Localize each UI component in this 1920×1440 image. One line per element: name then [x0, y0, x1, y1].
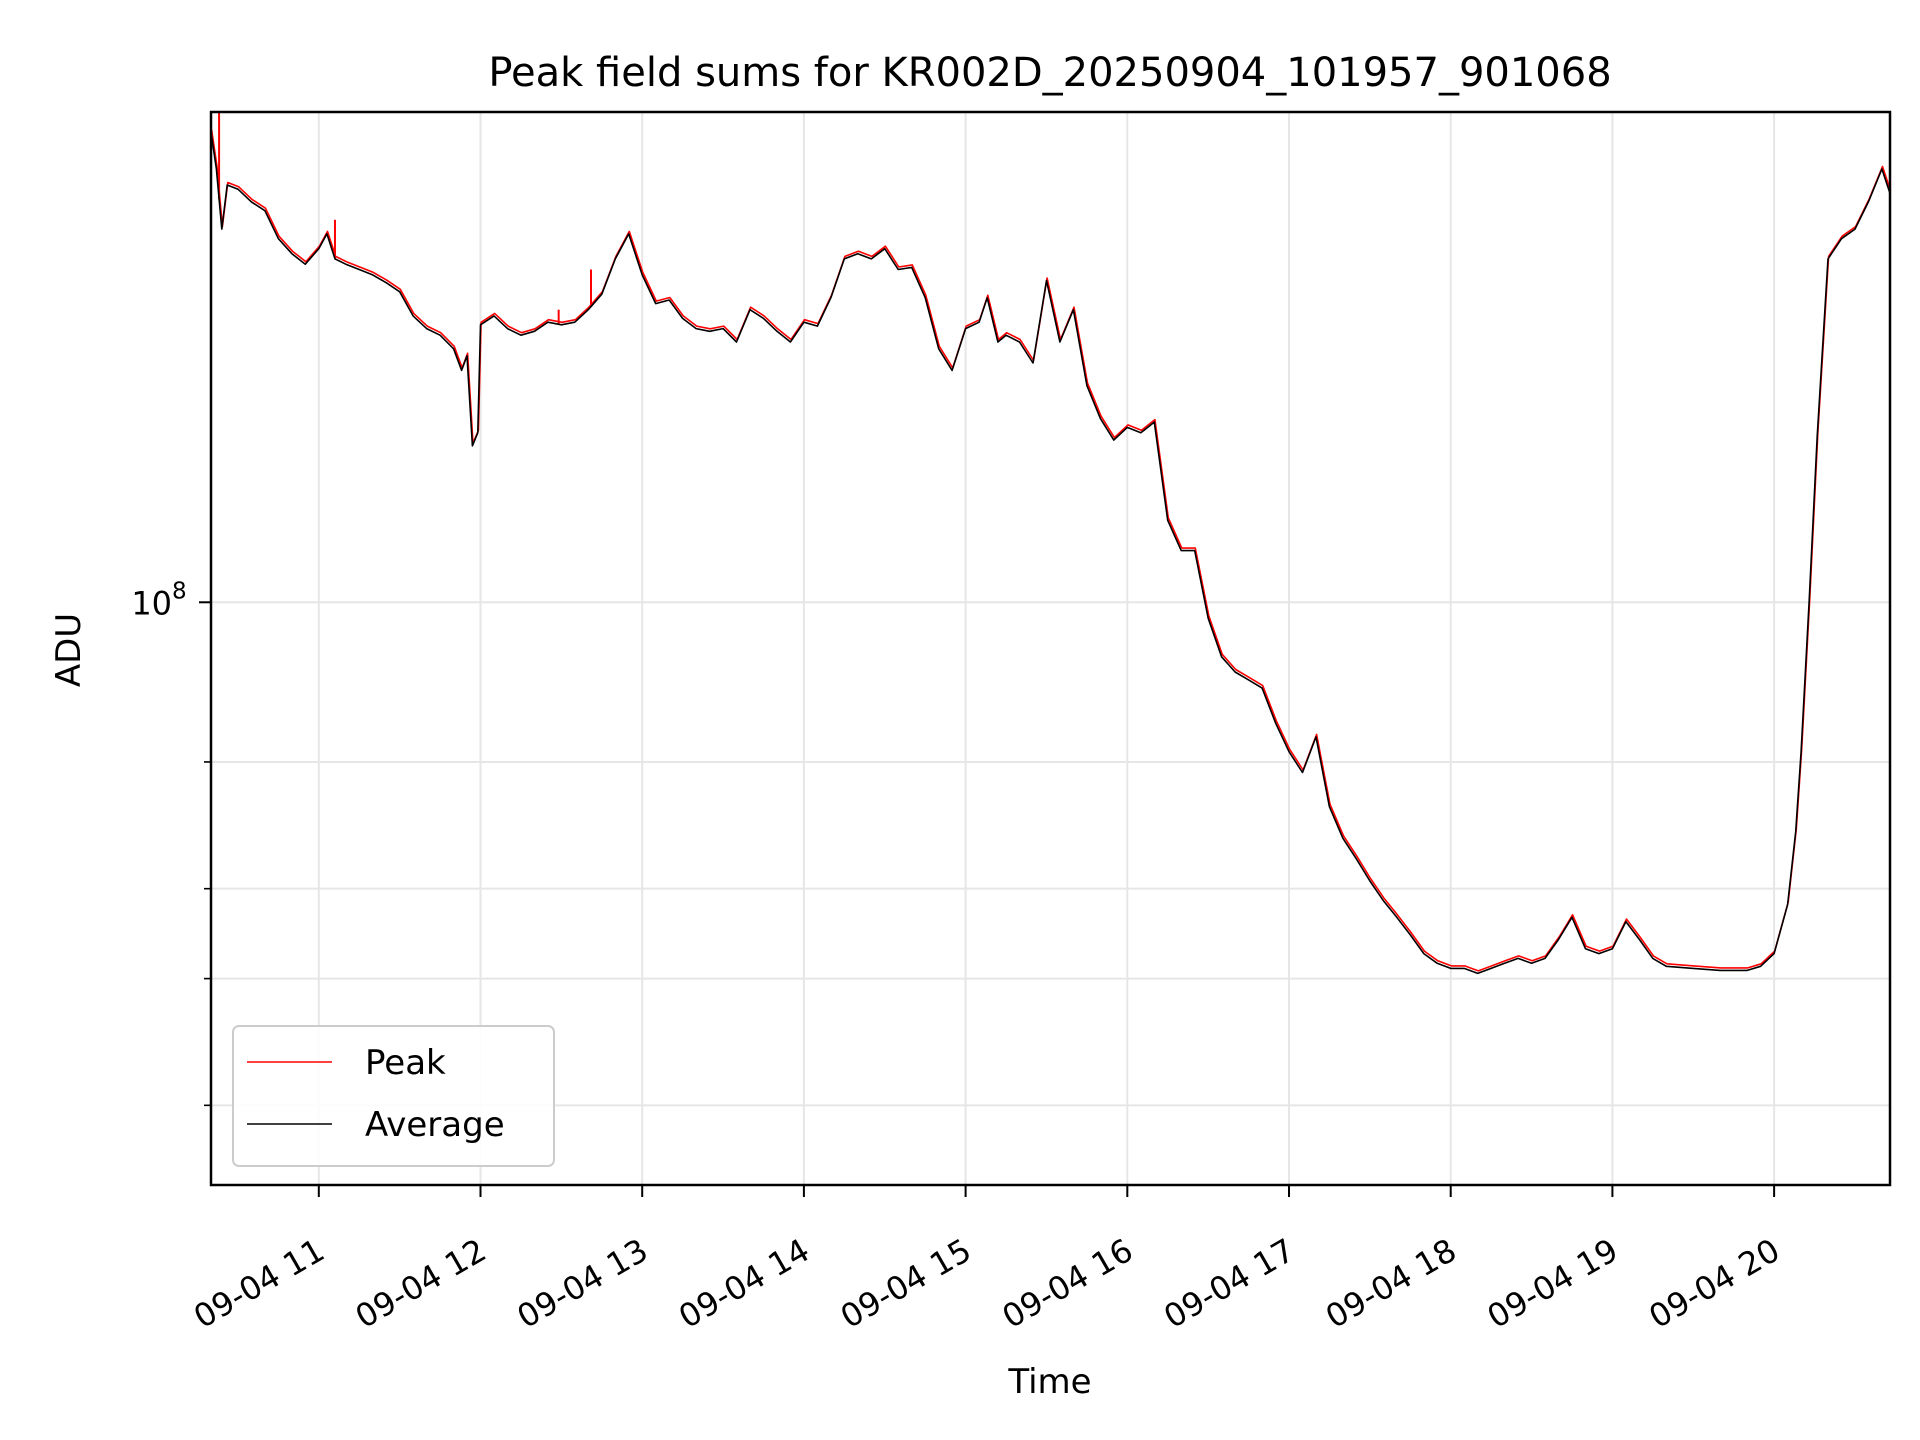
x-axis-label: Time [1007, 1362, 1091, 1402]
y-tick-label: 108 [131, 578, 186, 622]
y-axis-label: ADU [49, 613, 89, 687]
chart-title: Peak field sums for KR002D_20250904_1019… [488, 50, 1611, 96]
legend-box [232, 1025, 555, 1167]
series-line-average [210, 132, 1891, 975]
legend-label-peak: Peak [365, 1043, 446, 1083]
series-lines [210, 112, 1892, 975]
series-line-peak [210, 129, 1892, 972]
plot-frame [209, 110, 1892, 1187]
legend: Peak Average [232, 1025, 555, 1167]
legend-label-average: Average [365, 1105, 505, 1145]
